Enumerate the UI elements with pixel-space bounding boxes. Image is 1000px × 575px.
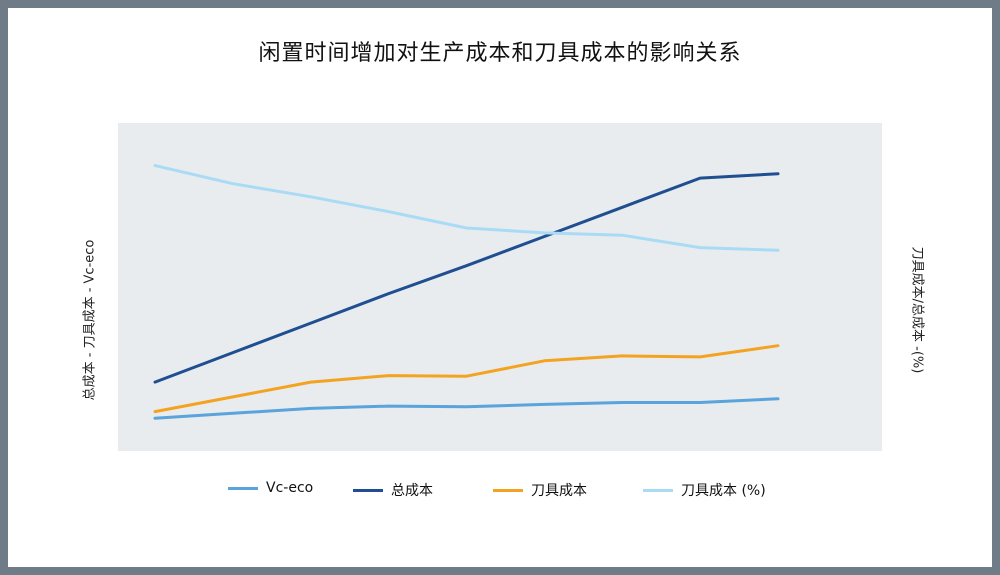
legend-swatch — [353, 488, 383, 492]
series-layer — [153, 164, 780, 420]
legend-swatch — [493, 488, 523, 492]
y-axis-right-label: 刀具成本/总成本 -(%) — [909, 246, 925, 374]
legend-item-2: 总成本 — [353, 480, 433, 500]
legend-label: Vc-eco — [266, 480, 314, 496]
legend-item-3: 刀具成本 — [493, 480, 587, 500]
legend-label: 总成本 — [391, 483, 433, 499]
legend-label: 刀具成本 — [531, 483, 587, 499]
chart-legend: Vc-eco 总成本 刀具成本 刀具成本 (%) — [0, 480, 1000, 500]
plot-area-background — [118, 123, 882, 451]
y-axis-left-label: 总成本 - 刀具成本 - Vc-eco — [82, 239, 98, 401]
legend-item-4: 刀具成本 (%) — [643, 480, 766, 500]
legend-swatch — [643, 488, 673, 492]
chart-title: 闲置时间增加对生产成本和刀具成本的影响关系 — [258, 41, 742, 66]
series-line-3 — [153, 344, 780, 414]
series-line-2 — [153, 172, 780, 384]
legend-label: 刀具成本 (%) — [681, 483, 766, 499]
legend-swatch — [228, 486, 258, 490]
series-line-1 — [153, 397, 780, 420]
legend-item-1: Vc-eco — [228, 480, 313, 496]
series-line-4 — [153, 164, 780, 252]
